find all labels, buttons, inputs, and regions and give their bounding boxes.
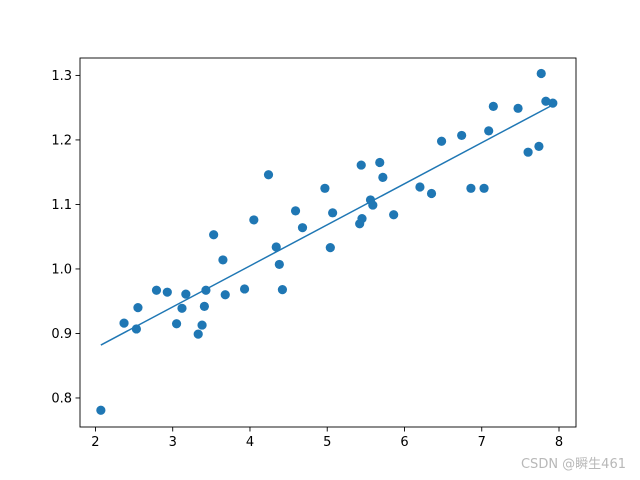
scatter-point <box>484 126 494 136</box>
scatter-point <box>290 206 301 216</box>
scatter-point <box>466 183 476 193</box>
scatter-point <box>523 147 533 157</box>
scatter-point <box>220 290 230 300</box>
scatter-point <box>171 319 182 329</box>
y-tick-label: 1.3 <box>51 69 72 84</box>
y-tick-label: 1.0 <box>51 262 72 277</box>
scatter-point <box>415 182 425 192</box>
scatter-point <box>389 210 399 220</box>
scatter-point <box>274 259 284 270</box>
scatter-point <box>375 157 385 168</box>
scatter-point <box>197 320 207 330</box>
scatter-point <box>536 68 546 79</box>
x-tick-label: 8 <box>555 435 563 450</box>
scatter-point <box>209 230 219 240</box>
y-tick-label: 0.9 <box>51 327 72 342</box>
plot-area <box>96 68 558 415</box>
scatter-point <box>201 285 211 295</box>
scatter-point <box>96 405 106 415</box>
watermark-text: CSDN @瞬生461 <box>520 457 626 472</box>
scatter-point <box>193 329 203 339</box>
scatter-point <box>131 324 141 334</box>
y-tick-label: 1.1 <box>51 198 72 213</box>
scatter-point <box>277 284 288 295</box>
scatter-point <box>133 303 143 313</box>
scatter-point <box>356 160 366 170</box>
scatter-point <box>378 172 388 182</box>
scatter-point <box>548 98 558 108</box>
scatter-point <box>239 284 250 294</box>
scatter-point <box>119 318 129 328</box>
scatter-point <box>249 215 259 225</box>
scatter-point <box>325 243 335 253</box>
scatter-point <box>199 301 209 311</box>
y-tick-label: 1.2 <box>51 133 72 148</box>
scatter-point <box>271 242 281 252</box>
scatter-point <box>177 303 187 313</box>
scatter-point <box>426 188 437 199</box>
scatter-point <box>513 103 523 113</box>
scatter-point <box>534 141 544 151</box>
scatter-point <box>162 287 172 297</box>
scatter-point <box>436 136 447 146</box>
scatter-point <box>541 96 551 106</box>
scatter-point <box>297 223 308 233</box>
x-tick-label: 6 <box>400 435 408 450</box>
axes-frame <box>79 57 577 428</box>
x-tick-label: 7 <box>478 435 486 450</box>
x-tick-label: 2 <box>91 435 99 450</box>
scatter-point <box>328 208 338 218</box>
scatter-point <box>320 183 330 193</box>
x-tick-label: 3 <box>169 435 177 450</box>
scatter-point <box>457 130 467 141</box>
fit-line <box>100 105 552 346</box>
x-tick-label: 4 <box>246 435 254 450</box>
scatter-point <box>218 255 228 265</box>
axes: 2 3 4 5 6 7 8 0.8 0.9 1.0 1.1 1.2 1.3 <box>51 57 577 450</box>
scatter-point <box>488 101 498 111</box>
x-tick-label: 5 <box>323 435 331 450</box>
scatter-point <box>479 183 489 193</box>
scatter-point <box>151 285 162 295</box>
y-tick-label: 0.8 <box>51 391 72 406</box>
scatter-point <box>263 170 274 180</box>
scatter-point <box>368 200 378 210</box>
scatter-point <box>181 289 191 299</box>
scatter-point <box>357 214 367 224</box>
